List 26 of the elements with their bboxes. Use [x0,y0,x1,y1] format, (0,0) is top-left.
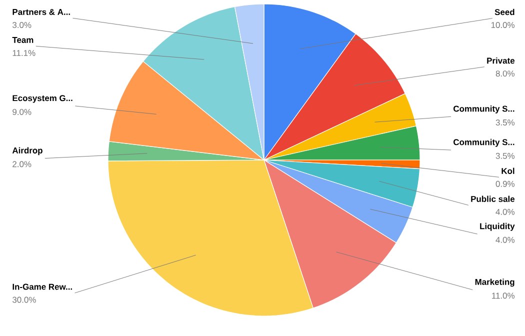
data-label: 3.5% [496,119,515,126]
data-label: 8.0% [496,70,515,77]
slice-label: Ecosystem G... [12,95,72,103]
slice-label: Public sale [471,196,515,202]
slice-label: Seed [494,8,514,16]
data-label: 11.0% [492,292,515,299]
slice-label: Community S... [454,138,514,147]
data-label: 0.9% [496,180,515,187]
data-label: 30.0% [12,296,36,303]
slice-label: Marketing [475,278,514,287]
slice-label: Kol [502,168,514,174]
slice-label: Airdrop [12,147,42,156]
data-label: 10.0% [491,22,515,28]
data-label: 2.0% [12,161,32,168]
data-label: 3.5% [496,152,515,159]
slice-label: Partners & A... [12,9,70,15]
slice-label: Liquidity [480,222,515,231]
slice-label: In-Game Rew... [12,284,72,290]
data-label: 9.0% [12,108,32,115]
data-label: 4.0% [496,208,515,215]
slice-label: Team [12,37,34,43]
slice-label: Private [487,57,515,64]
data-label: 11.1% [12,50,36,56]
data-label: 4.0% [496,236,515,243]
slice-label: Community S... [454,106,514,114]
data-label: 3.0% [12,22,32,28]
